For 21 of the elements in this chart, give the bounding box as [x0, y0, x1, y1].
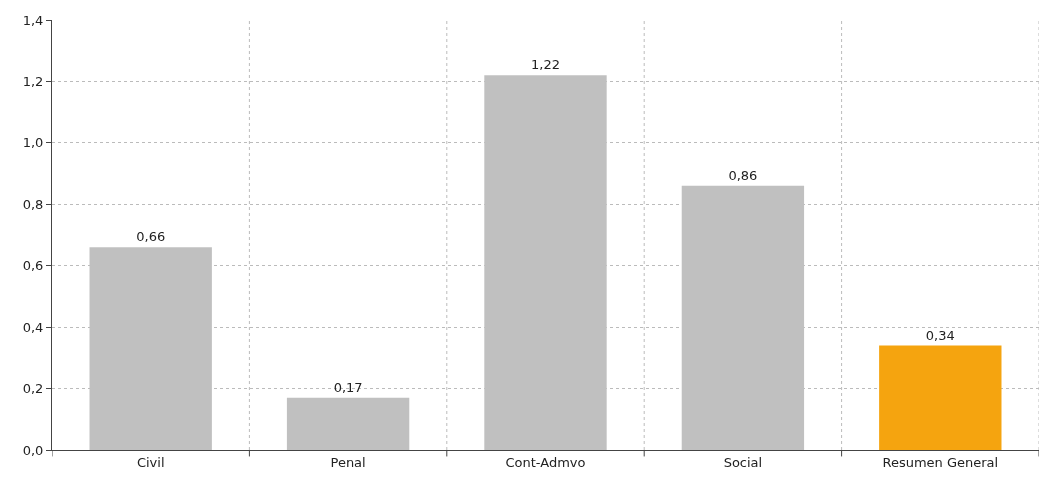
bar — [286, 397, 410, 450]
y-tick-label: 0,2 — [22, 381, 44, 397]
y-tick-label: 0,0 — [22, 442, 44, 458]
y-tick-label: 0,4 — [22, 319, 44, 335]
x-tick-label: Cont-Admvo — [505, 454, 586, 470]
y-tick-label: 0,8 — [22, 196, 44, 212]
data-label: 0,17 — [333, 379, 363, 395]
y-tick-label: 0,6 — [22, 258, 44, 274]
y-tick-label: 1,2 — [22, 73, 44, 89]
data-label: 0,66 — [136, 229, 166, 245]
x-tick-label: Social — [723, 454, 763, 470]
y-tick-label: 1,0 — [22, 135, 44, 151]
data-label: 0,34 — [925, 327, 955, 343]
x-tick-label: Civil — [136, 454, 165, 470]
bar — [879, 345, 1002, 450]
x-tick-label: Resumen General — [882, 454, 999, 470]
bar — [484, 75, 607, 450]
x-tick-label: Penal — [330, 454, 366, 470]
data-label: 0,86 — [728, 167, 758, 183]
y-tick-label: 1,4 — [22, 12, 44, 28]
data-label: 1,22 — [531, 57, 560, 73]
